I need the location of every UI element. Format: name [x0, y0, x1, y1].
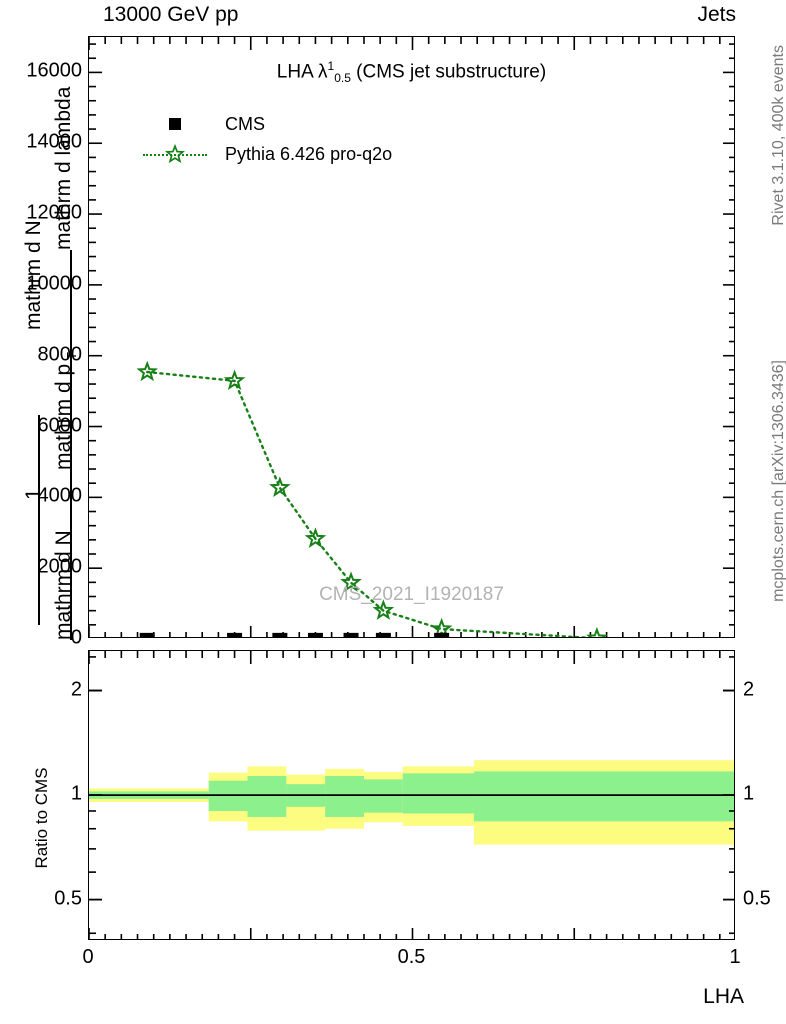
- y-axis-label-part: mathrm d N: [52, 530, 75, 640]
- header-collision-energy: 13000 GeV pp: [103, 3, 239, 26]
- fraction-rule: [70, 250, 72, 640]
- main-y-tick-label: 10000: [26, 272, 82, 295]
- legend-label-cms: CMS: [225, 113, 265, 134]
- ratio-y-tick-label-right: 1: [743, 782, 755, 805]
- analysis-id-watermark: CMS_2021_I1920187: [319, 584, 504, 605]
- header-analysis-category: Jets: [697, 3, 736, 26]
- main-y-tick-label: 14000: [26, 130, 82, 153]
- ratio-y-tick-label-right: 2: [743, 678, 755, 701]
- y-axis-label-part: mathrm d N: [22, 220, 45, 330]
- ratio-plot-svg: [89, 651, 734, 939]
- square-marker-icon: [169, 118, 181, 130]
- ratio-y-tick-label: 1: [70, 782, 82, 805]
- legend: CMS Pythia 6.426 pro-q2o: [139, 109, 392, 169]
- ratio-y-tick-label-right: 0.5: [743, 887, 771, 910]
- ratio-y-tick-label: 0.5: [54, 887, 82, 910]
- star-marker-icon: [165, 143, 185, 164]
- plot-title-suffix: (CMS jet substructure): [350, 61, 547, 83]
- legend-entry-cms[interactable]: CMS: [139, 109, 392, 139]
- y-axis-label-part: mathrm d p: [52, 363, 75, 470]
- main-plot-panel: LHA λ10.5 (CMS jet substructure) CMS Pyt…: [88, 36, 735, 638]
- main-y-tick-label: 16000: [26, 59, 82, 82]
- main-plot-area: [89, 37, 734, 637]
- ratio-plot-panel: [88, 650, 735, 940]
- ratio-y-tick-label: 2: [70, 678, 82, 701]
- legend-key-pythia: [139, 143, 211, 165]
- x-tick-label: 0.5: [397, 946, 426, 968]
- main-y-tick-label: 12000: [26, 201, 82, 224]
- plot-title-superscript: 1: [327, 59, 335, 73]
- plot-title: LHA λ10.5 (CMS jet substructure): [277, 59, 546, 85]
- x-axis-title: LHA: [703, 985, 744, 1008]
- mcplots-reference-annotation: mcplots.cern.ch [arXiv:1306.3436]: [770, 360, 786, 602]
- legend-label-pythia: Pythia 6.426 pro-q2o: [225, 143, 393, 164]
- ratio-plot-area: [89, 651, 734, 939]
- plot-title-prefix: LHA: [276, 61, 318, 83]
- main-plot-svg: [89, 37, 734, 637]
- dotted-line-icon: [143, 154, 207, 156]
- x-tick-label: 1: [729, 946, 741, 968]
- fraction-rule: [38, 415, 40, 625]
- legend-key-cms: [139, 113, 211, 135]
- rivet-version-annotation: Rivet 3.1.10, 400k events: [770, 45, 786, 226]
- plot-title-lambda: λ: [318, 61, 328, 83]
- main-y-tick-label: 0: [70, 626, 82, 649]
- ratio-axis-label: Ratio to CMS: [32, 767, 51, 869]
- y-axis-label-part: mathrm d lambda: [52, 86, 75, 250]
- x-tick-label: 0: [82, 946, 94, 968]
- legend-entry-pythia[interactable]: Pythia 6.426 pro-q2o: [139, 139, 392, 169]
- plot-title-subscript: 0.5: [334, 71, 351, 86]
- y-axis-label-part: 1: [22, 488, 45, 500]
